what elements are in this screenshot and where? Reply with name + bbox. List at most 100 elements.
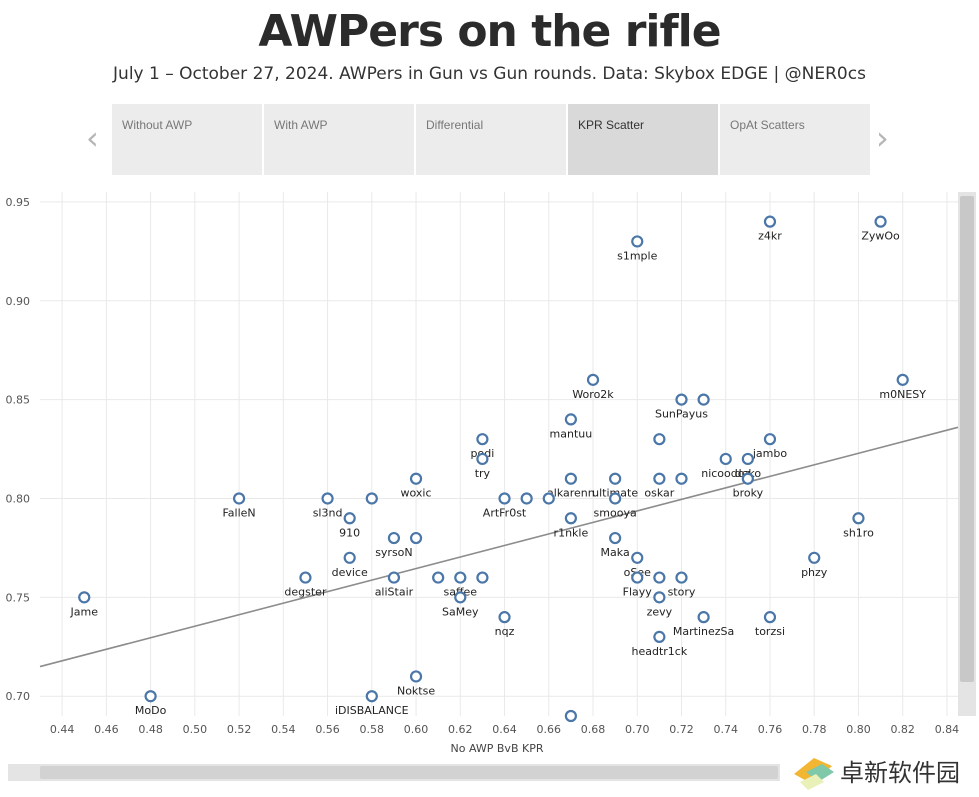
x-tick-label: 0.74 <box>713 723 738 736</box>
x-tick-label: 0.78 <box>802 723 827 736</box>
y-tick-label: 0.80 <box>6 492 31 505</box>
data-point <box>387 571 401 584</box>
point-label: SunPayus <box>655 408 708 421</box>
point-label: ZywOo <box>861 230 900 243</box>
point-label: try <box>475 467 491 480</box>
y-tick-label: 0.85 <box>6 394 31 407</box>
data-point <box>697 611 710 624</box>
point-label: FalleN <box>222 506 255 519</box>
point-label: ArtFr0st <box>483 506 527 519</box>
point-label: Woro2k <box>572 388 614 401</box>
point-label: m0NESY <box>879 388 926 401</box>
data-point <box>808 551 821 564</box>
data-point <box>498 492 511 505</box>
point-label: degster <box>284 586 327 599</box>
data-point <box>409 670 423 683</box>
x-tick-label: 0.44 <box>50 723 75 736</box>
y-tick-label: 0.95 <box>6 196 31 209</box>
data-point <box>653 591 666 604</box>
data-point <box>763 433 777 446</box>
chevron-left-icon[interactable]: ‹ <box>86 119 99 157</box>
data-point <box>564 413 577 426</box>
x-tick-label: 0.46 <box>94 723 119 736</box>
data-point <box>763 611 777 624</box>
data-point <box>321 492 334 505</box>
data-point <box>144 690 157 703</box>
horizontal-scrollbar-thumb[interactable] <box>40 766 778 779</box>
point-label: aliStair <box>375 586 414 599</box>
point-label: sl3nd <box>313 506 343 519</box>
point-label: broky <box>733 487 764 500</box>
point-label: s1mple <box>617 249 657 262</box>
data-point <box>675 571 688 584</box>
x-tick-label: 0.48 <box>138 723 163 736</box>
data-point <box>564 472 577 485</box>
chevron-right-icon[interactable]: › <box>876 119 889 157</box>
x-tick-label: 0.58 <box>360 723 385 736</box>
point-label: mantuu <box>550 427 593 440</box>
point-label: SaMey <box>442 605 479 618</box>
data-point <box>343 551 356 564</box>
data-point <box>365 690 378 703</box>
data-point <box>409 531 423 545</box>
data-point <box>564 709 577 723</box>
tab-opat-scatters[interactable]: OpAt Scatters <box>720 104 870 175</box>
x-tick-label: 0.72 <box>669 723 694 736</box>
x-tick-label: 0.54 <box>271 723 296 736</box>
point-label: headtr1ck <box>632 645 688 658</box>
tab-without-awp[interactable]: Without AWP <box>112 104 262 175</box>
data-point <box>631 571 644 584</box>
scatter-chart: 0.44 0.46 0.48 0.50 0.52 0.54 0.56 0.58 0.60 0.62… <box>0 192 979 762</box>
page-subtitle: July 1 – October 27, 2024. AWPers in Gun… <box>113 64 866 84</box>
x-tick-label: 0.62 <box>448 723 473 736</box>
x-tick-label: 0.82 <box>890 723 915 736</box>
data-point <box>387 531 401 545</box>
tab-differential[interactable]: Differential <box>416 104 566 175</box>
x-tick-label: 0.70 <box>625 723 650 736</box>
data-point <box>675 393 688 406</box>
data-point <box>299 571 312 584</box>
data-point <box>343 512 356 525</box>
x-tick-label: 0.50 <box>183 723 208 736</box>
scatter-chart-svg: 0.44 0.46 0.48 0.50 0.52 0.54 0.56 0.58 0.60 0.62… <box>0 192 960 755</box>
point-label: nicoodoz <box>701 467 750 480</box>
point-label: Maka <box>601 546 630 559</box>
data-point <box>542 492 555 505</box>
data-point <box>653 433 666 446</box>
vertical-scrollbar-thumb[interactable] <box>960 196 974 682</box>
point-label: smooya <box>594 506 637 519</box>
data-point <box>741 452 754 466</box>
watermark: 卓新软件园 <box>792 752 972 792</box>
tab-kpr-scatter[interactable]: KPR Scatter <box>568 104 718 175</box>
watermark-logo-icon: 卓新软件园 <box>794 758 960 790</box>
tab-with-awp[interactable]: With AWP <box>264 104 414 175</box>
x-tick-label: 0.84 <box>935 723 960 736</box>
point-label: iDISBALANCE <box>335 704 409 717</box>
data-point <box>232 492 246 505</box>
x-tick-label: 0.76 <box>758 723 783 736</box>
point-label: oskar <box>644 487 674 500</box>
point-label: zevy <box>647 605 673 618</box>
x-tick-label: 0.66 <box>537 723 562 736</box>
point-label: 910 <box>339 526 360 539</box>
point-label: phzy <box>801 566 828 579</box>
y-tick-label: 0.70 <box>6 690 31 703</box>
chart-tabs: Without AWP With AWP Differential KPR Sc… <box>112 104 872 175</box>
data-point <box>675 472 688 485</box>
data-point <box>653 630 666 644</box>
point-label: nqz <box>495 625 515 638</box>
data-point <box>476 571 489 584</box>
data-point <box>609 472 622 485</box>
chart-carousel: ‹ Without AWP With AWP Differential KPR … <box>0 104 979 176</box>
data-point <box>520 492 533 505</box>
x-axis-label: No AWP BvB KPR <box>451 742 544 755</box>
point-label: torzsi <box>755 625 785 638</box>
trend-line <box>39 426 959 668</box>
data-point <box>454 571 467 584</box>
data-point <box>78 591 91 604</box>
point-label: MartinezSa <box>673 625 734 638</box>
point-label: MoDo <box>135 704 167 717</box>
data-point <box>763 215 777 228</box>
point-label: woxic <box>401 487 432 500</box>
x-tick-label: 0.56 <box>315 723 340 736</box>
